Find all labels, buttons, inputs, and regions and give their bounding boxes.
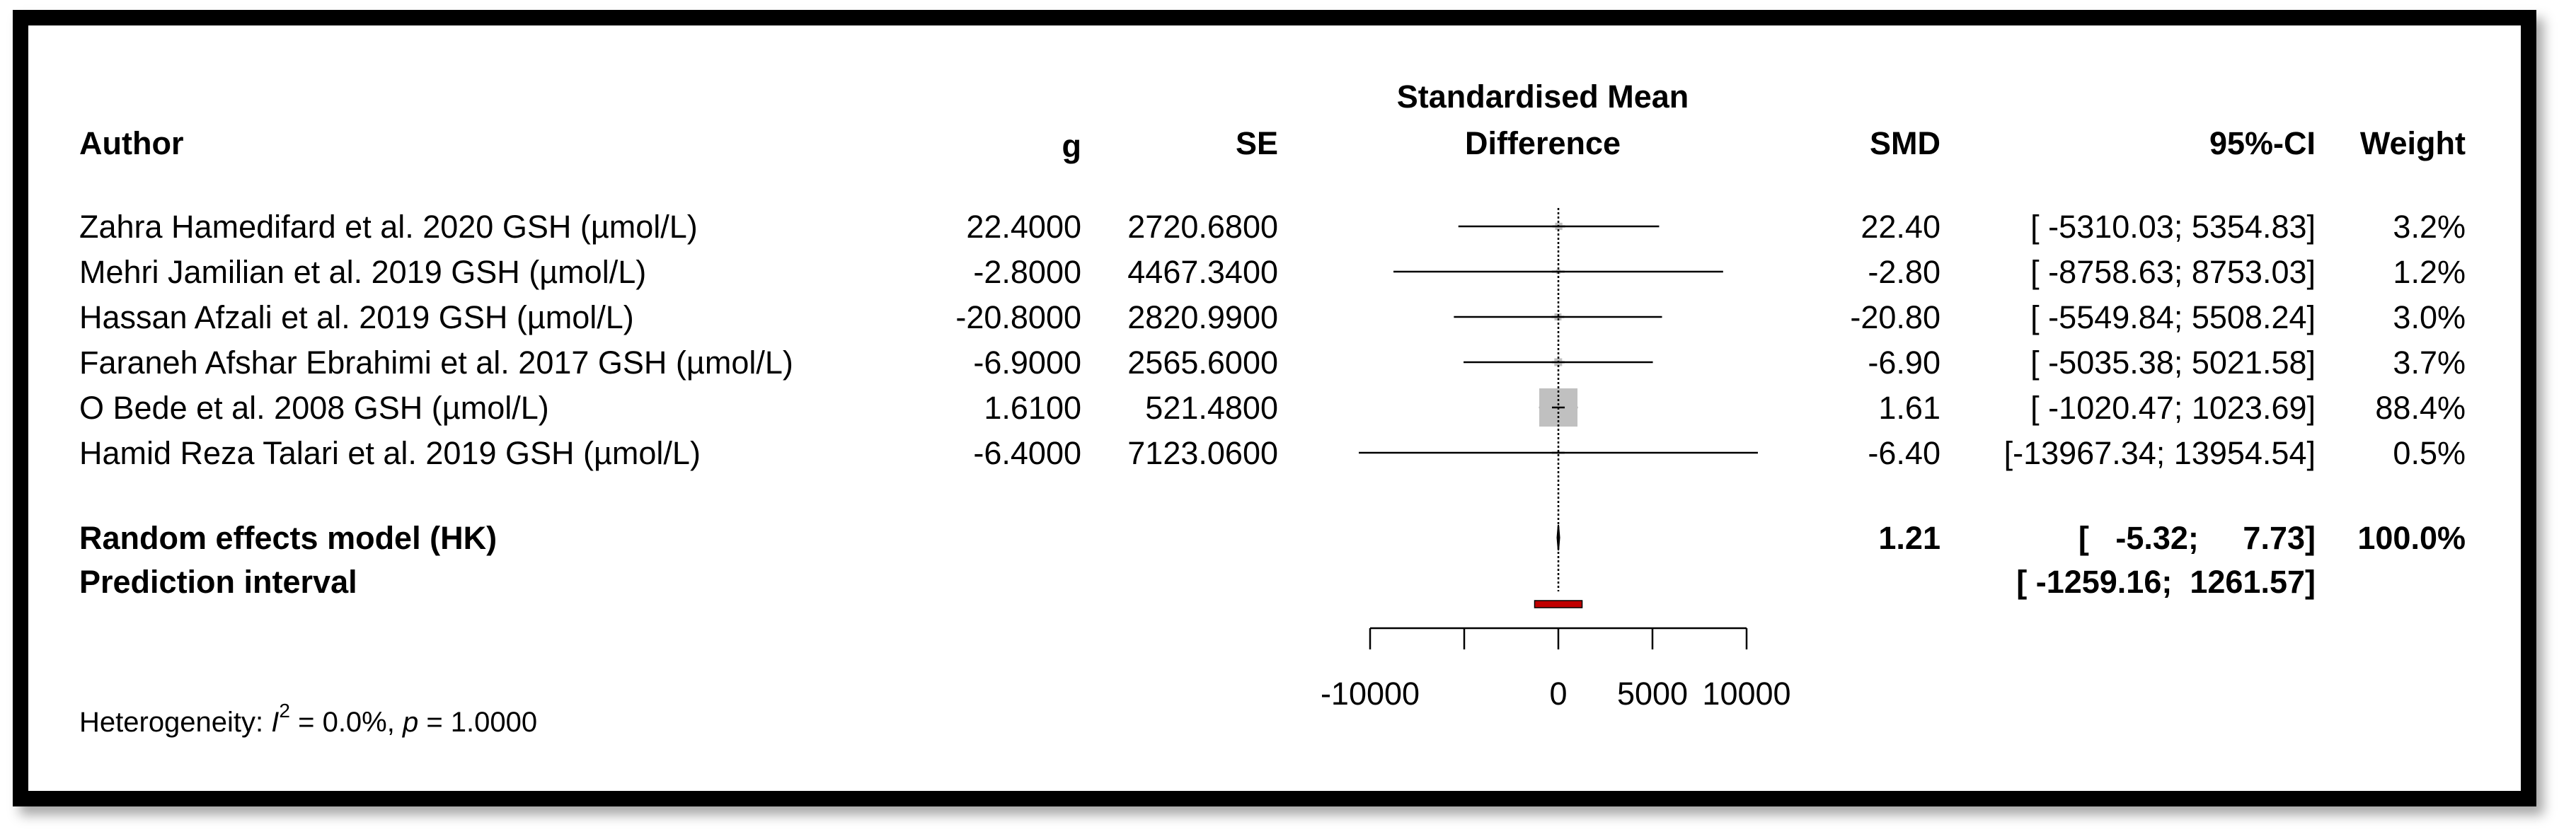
author-header: Author: [79, 125, 183, 161]
p-value: = 1.0000: [418, 707, 537, 738]
study-author: Faraneh Afshar Ebrahimi et al. 2017 GSH …: [79, 345, 793, 381]
weight-header: Weight: [2360, 125, 2466, 161]
study-weight: 1.2%: [2393, 254, 2466, 290]
study-smd: -6.40: [1868, 435, 1940, 471]
study-author: O Bede et al. 2008 GSH (µmol/L): [79, 390, 549, 426]
forest-graphics: -10000 0 5000 10000: [1321, 208, 1791, 712]
study-ci: [-13967.34; 13954.54]: [2004, 435, 2316, 471]
plot-title-line2: Difference: [1465, 125, 1621, 161]
summary-diamond: [1556, 524, 1560, 551]
study-g: -6.4000: [973, 435, 1081, 471]
study-weight: 3.2%: [2393, 209, 2466, 245]
study-weight: 0.5%: [2393, 435, 2466, 471]
g-header: g: [1062, 128, 1082, 164]
study-smd: -6.90: [1868, 345, 1940, 381]
i2-letter: I: [271, 707, 279, 738]
x-tick-label: -10000: [1321, 676, 1420, 712]
prediction-interval-label: Prediction interval: [79, 564, 357, 600]
ci-header: 95%-CI: [2209, 125, 2316, 161]
p-letter: p: [402, 707, 418, 738]
study-ci: [ -5549.84; 5508.24]: [2030, 299, 2316, 335]
se-header: SE: [1236, 125, 1278, 161]
random-effects-ci: [ -5.32; 7.73]: [2078, 520, 2316, 556]
study-author: Hamid Reza Talari et al. 2019 GSH (µmol/…: [79, 435, 701, 471]
study-smd: -2.80: [1868, 254, 1940, 290]
study-ci: [ -1020.47; 1023.69]: [2030, 390, 2316, 426]
random-effects-label: Random effects model (HK): [79, 520, 497, 556]
study-g: -2.8000: [973, 254, 1081, 290]
study-author: Mehri Jamilian et al. 2019 GSH (µmol/L): [79, 254, 646, 290]
study-se: 4467.3400: [1127, 254, 1278, 290]
i2-value: = 0.0%,: [290, 707, 403, 738]
study-se: 2720.6800: [1127, 209, 1278, 245]
smd-header: SMD: [1870, 125, 1940, 161]
heterogeneity-prefix: Heterogeneity:: [79, 707, 271, 738]
prediction-interval-bar: [1534, 600, 1583, 608]
study-g: 22.4000: [966, 209, 1081, 245]
study-ci: [ -8758.63; 8753.03]: [2030, 254, 2316, 290]
prediction-interval-ci: [ -1259.16; 1261.57]: [2016, 564, 2316, 600]
study-se: 521.4800: [1145, 390, 1278, 426]
x-tick-label: 10000: [1702, 676, 1790, 712]
random-effects-smd: 1.21: [1878, 520, 1940, 556]
study-smd: -20.80: [1850, 299, 1940, 335]
study-g: -20.8000: [955, 299, 1081, 335]
study-weight: 3.7%: [2393, 345, 2466, 381]
study-se: 2820.9900: [1127, 299, 1278, 335]
study-ci: [ -5310.03; 5354.83]: [2030, 209, 2316, 245]
study-se: 7123.0600: [1127, 435, 1278, 471]
study-smd: 1.61: [1878, 390, 1940, 426]
study-rows: Zahra Hamedifard et al. 2020 GSH (µmol/L…: [79, 209, 2466, 471]
random-effects-weight: 100.0%: [2357, 520, 2466, 556]
study-smd: 22.40: [1861, 209, 1940, 245]
study-weight: 3.0%: [2393, 299, 2466, 335]
heterogeneity-text: Heterogeneity: I2 = 0.0%, p = 1.0000: [79, 700, 537, 738]
x-tick-label: 0: [1549, 676, 1567, 712]
study-ci: [ -5035.38; 5021.58]: [2030, 345, 2316, 381]
study-g: -6.9000: [973, 345, 1081, 381]
study-se: 2565.6000: [1127, 345, 1278, 381]
study-author: Zahra Hamedifard et al. 2020 GSH (µmol/L…: [79, 209, 698, 245]
figure-frame: Author g SE Standardised Mean Difference…: [13, 10, 2536, 806]
i2-superscript: 2: [279, 700, 290, 722]
study-author: Hassan Afzali et al. 2019 GSH (µmol/L): [79, 299, 634, 335]
study-g: 1.6100: [984, 390, 1081, 426]
plot-title-line1: Standardised Mean: [1397, 79, 1689, 115]
forest-plot: Author g SE Standardised Mean Difference…: [79, 79, 2466, 738]
study-weight: 88.4%: [2375, 390, 2466, 426]
x-tick-label: 5000: [1617, 676, 1688, 712]
